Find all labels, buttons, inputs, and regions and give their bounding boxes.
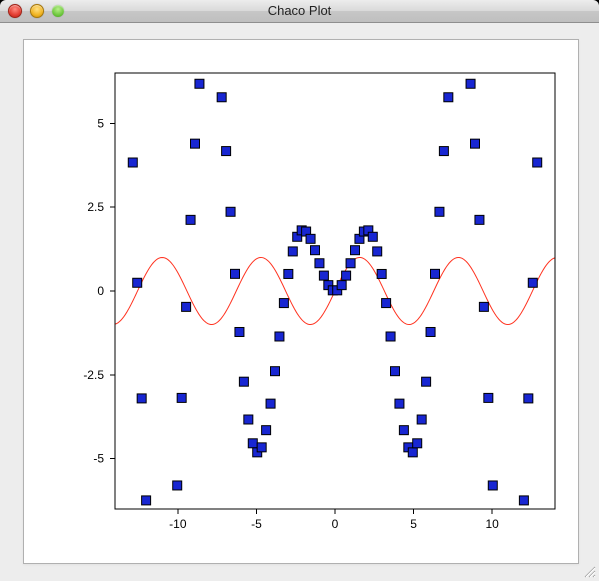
traffic-lights bbox=[0, 4, 64, 18]
xsin-scatter-marker bbox=[537, 43, 546, 52]
xsin-scatter-marker bbox=[186, 215, 195, 224]
xsin-scatter-marker bbox=[284, 269, 293, 278]
xsin-scatter-marker bbox=[351, 246, 360, 255]
xsin-scatter-marker bbox=[248, 439, 257, 448]
xsin-scatter-marker bbox=[471, 139, 480, 148]
resize-grip[interactable] bbox=[582, 564, 596, 578]
close-icon[interactable] bbox=[8, 4, 22, 18]
xsin-scatter-marker bbox=[311, 246, 320, 255]
xsin-scatter-marker bbox=[275, 332, 284, 341]
xsin-scatter-marker bbox=[533, 158, 542, 167]
xsin-scatter-marker bbox=[128, 158, 137, 167]
x-tick-label: 5 bbox=[410, 517, 417, 531]
xsin-scatter-marker bbox=[382, 299, 391, 308]
xsin-scatter-marker bbox=[395, 399, 404, 408]
xsin-scatter-marker bbox=[493, 557, 502, 563]
xsin-scatter-marker bbox=[195, 79, 204, 88]
xsin-scatter-marker bbox=[244, 415, 253, 424]
xsin-scatter-marker bbox=[519, 496, 528, 505]
x-tick-label: -5 bbox=[251, 517, 262, 531]
xsin-scatter-marker bbox=[435, 207, 444, 216]
xsin-scatter-marker bbox=[257, 443, 266, 452]
xsin-scatter-marker bbox=[173, 481, 182, 490]
x-tick-label: 0 bbox=[332, 517, 339, 531]
xsin-scatter-marker bbox=[422, 377, 431, 386]
xsin-scatter-marker bbox=[231, 269, 240, 278]
xsin-scatter-marker bbox=[391, 367, 400, 376]
xsin-scatter-marker bbox=[373, 247, 382, 256]
xsin-scatter-marker bbox=[288, 247, 297, 256]
xsin-scatter-marker bbox=[177, 393, 186, 402]
y-tick-label: 5 bbox=[97, 116, 104, 130]
window-title: Chaco Plot bbox=[0, 0, 599, 22]
y-tick-label: -5 bbox=[93, 452, 104, 466]
xsin-scatter-marker bbox=[431, 269, 440, 278]
xsin-scatter-marker bbox=[142, 496, 151, 505]
x-tick-label: -10 bbox=[169, 517, 187, 531]
xsin-scatter-marker bbox=[133, 278, 142, 287]
xsin-scatter-marker bbox=[168, 557, 177, 563]
xsin-scatter-marker bbox=[226, 207, 235, 216]
xsin-scatter-marker bbox=[444, 93, 453, 102]
xsin-scatter-marker bbox=[217, 93, 226, 102]
xsin-scatter-marker bbox=[484, 393, 493, 402]
x-tick-label: 10 bbox=[485, 517, 499, 531]
xsin-scatter-marker bbox=[213, 51, 222, 60]
app-window: Chaco Plot -10 -5 0 5 10 -5 -2.5 0 2.5 5 bbox=[0, 0, 599, 581]
xsin-scatter-marker bbox=[488, 481, 497, 490]
xsin-scatter-marker bbox=[239, 377, 248, 386]
xsin-scatter-marker bbox=[342, 271, 351, 280]
xsin-scatter-marker bbox=[479, 302, 488, 311]
xsin-scatter-marker bbox=[199, 40, 208, 49]
zoom-icon[interactable] bbox=[52, 5, 64, 17]
xsin-scatter-marker bbox=[417, 415, 426, 424]
xsin-scatter-marker bbox=[439, 147, 448, 156]
xsin-scatter-marker bbox=[182, 302, 191, 311]
xsin-scatter-marker bbox=[315, 259, 324, 268]
xsin-scatter-marker bbox=[524, 394, 533, 403]
y-tick-label: -2.5 bbox=[83, 368, 104, 382]
xsin-scatter-marker bbox=[346, 259, 355, 268]
xsin-scatter-marker bbox=[279, 299, 288, 308]
xsin-scatter-marker bbox=[262, 426, 271, 435]
xsin-scatter-marker bbox=[271, 367, 280, 376]
xsin-scatter-marker bbox=[408, 448, 417, 457]
xsin-scatter-marker bbox=[466, 79, 475, 88]
xsin-scatter-marker bbox=[386, 332, 395, 341]
xsin-scatter-marker bbox=[222, 147, 231, 156]
xsin-scatter-marker bbox=[448, 51, 457, 60]
xsin-scatter-marker bbox=[377, 269, 386, 278]
window-content: -10 -5 0 5 10 -5 -2.5 0 2.5 5 bbox=[0, 23, 599, 581]
minimize-icon[interactable] bbox=[30, 4, 44, 18]
xsin-scatter-marker bbox=[413, 439, 422, 448]
titlebar[interactable]: Chaco Plot bbox=[0, 0, 599, 23]
xsin-scatter-marker bbox=[137, 394, 146, 403]
y-tick-label: 0 bbox=[97, 284, 104, 298]
xsin-scatter-marker bbox=[235, 327, 244, 336]
xsin-scatter-marker bbox=[124, 43, 133, 52]
xsin-scatter-marker bbox=[306, 234, 315, 243]
xsin-scatter-marker bbox=[462, 40, 471, 49]
xsin-scatter-marker bbox=[337, 281, 346, 290]
xsin-scatter-marker bbox=[319, 271, 328, 280]
xsin-scatter-marker bbox=[266, 399, 275, 408]
xsin-scatter-marker bbox=[368, 232, 377, 241]
xsin-scatter-marker bbox=[191, 139, 200, 148]
xsin-scatter-marker bbox=[528, 278, 537, 287]
plot-svg: -10 -5 0 5 10 -5 -2.5 0 2.5 5 bbox=[24, 40, 578, 563]
xsin-scatter-marker bbox=[475, 215, 484, 224]
xsin-scatter-marker bbox=[399, 426, 408, 435]
xsin-scatter-marker bbox=[426, 327, 435, 336]
y-tick-label: 2.5 bbox=[87, 200, 104, 214]
plot-panel: -10 -5 0 5 10 -5 -2.5 0 2.5 5 bbox=[23, 39, 579, 564]
